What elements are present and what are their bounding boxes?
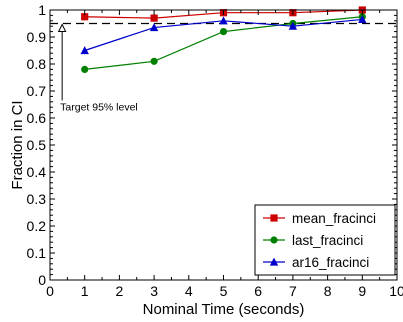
legend-marker-mean_fracinci xyxy=(270,214,278,222)
y-tick-label: 0.8 xyxy=(27,56,47,72)
legend-marker-ar16_fracinci xyxy=(269,257,279,266)
legend-label-ar16_fracinci: ar16_fracinci xyxy=(292,255,369,270)
x-tick-label: 2 xyxy=(116,283,124,299)
x-tick-label: 7 xyxy=(289,283,297,299)
annotation-arrow-head xyxy=(57,23,67,32)
y-tick-label: 0.2 xyxy=(27,218,47,234)
x-tick-label: 6 xyxy=(254,283,262,299)
data-point-ar16_fracinci xyxy=(358,15,367,24)
y-tick-label: 0.4 xyxy=(27,164,47,180)
y-axis-title: Fraction in CI xyxy=(9,100,26,189)
x-tick-label: 9 xyxy=(358,283,366,299)
data-point-ar16_fracinci xyxy=(149,23,159,32)
data-point-last_fracinci xyxy=(81,65,89,73)
y-tick-label: 0.9 xyxy=(27,29,47,45)
y-tick-label: 0.1 xyxy=(27,245,47,261)
data-point-ar16_fracinci xyxy=(80,46,89,55)
x-tick-label: 8 xyxy=(324,283,332,299)
x-tick-label: 10 xyxy=(389,283,403,299)
x-tick-label: 1 xyxy=(81,283,89,299)
data-point-ar16_fracinci xyxy=(288,21,298,30)
y-tick-label: 0 xyxy=(38,272,46,288)
data-point-mean_fracinci xyxy=(150,14,158,22)
legend-label-mean_fracinci: mean_fracinci xyxy=(292,211,376,226)
y-tick-label: 0.3 xyxy=(27,191,47,207)
y-tick-label: 1 xyxy=(38,2,46,18)
y-tick-label: 0.7 xyxy=(27,83,47,99)
data-point-mean_fracinci xyxy=(81,13,89,21)
x-axis-title: Nominal Time (seconds) xyxy=(143,301,305,318)
legend-label-last_fracinci: last_fracinci xyxy=(292,233,363,248)
annotation-text: Target 95% level xyxy=(60,101,138,113)
x-tick-label: 4 xyxy=(185,283,193,299)
x-tick-label: 3 xyxy=(150,283,158,299)
data-point-ar16_fracinci xyxy=(219,16,228,25)
y-tick-label: 0.6 xyxy=(27,110,47,126)
data-point-last_fracinci xyxy=(219,28,228,36)
y-tick-label: 0.5 xyxy=(27,137,47,153)
legend-marker-last_fracinci xyxy=(270,236,278,244)
x-tick-label: 0 xyxy=(46,283,54,299)
data-point-last_fracinci xyxy=(150,57,158,65)
series-line-last_fracinci xyxy=(84,16,363,70)
x-tick-label: 5 xyxy=(220,283,228,299)
